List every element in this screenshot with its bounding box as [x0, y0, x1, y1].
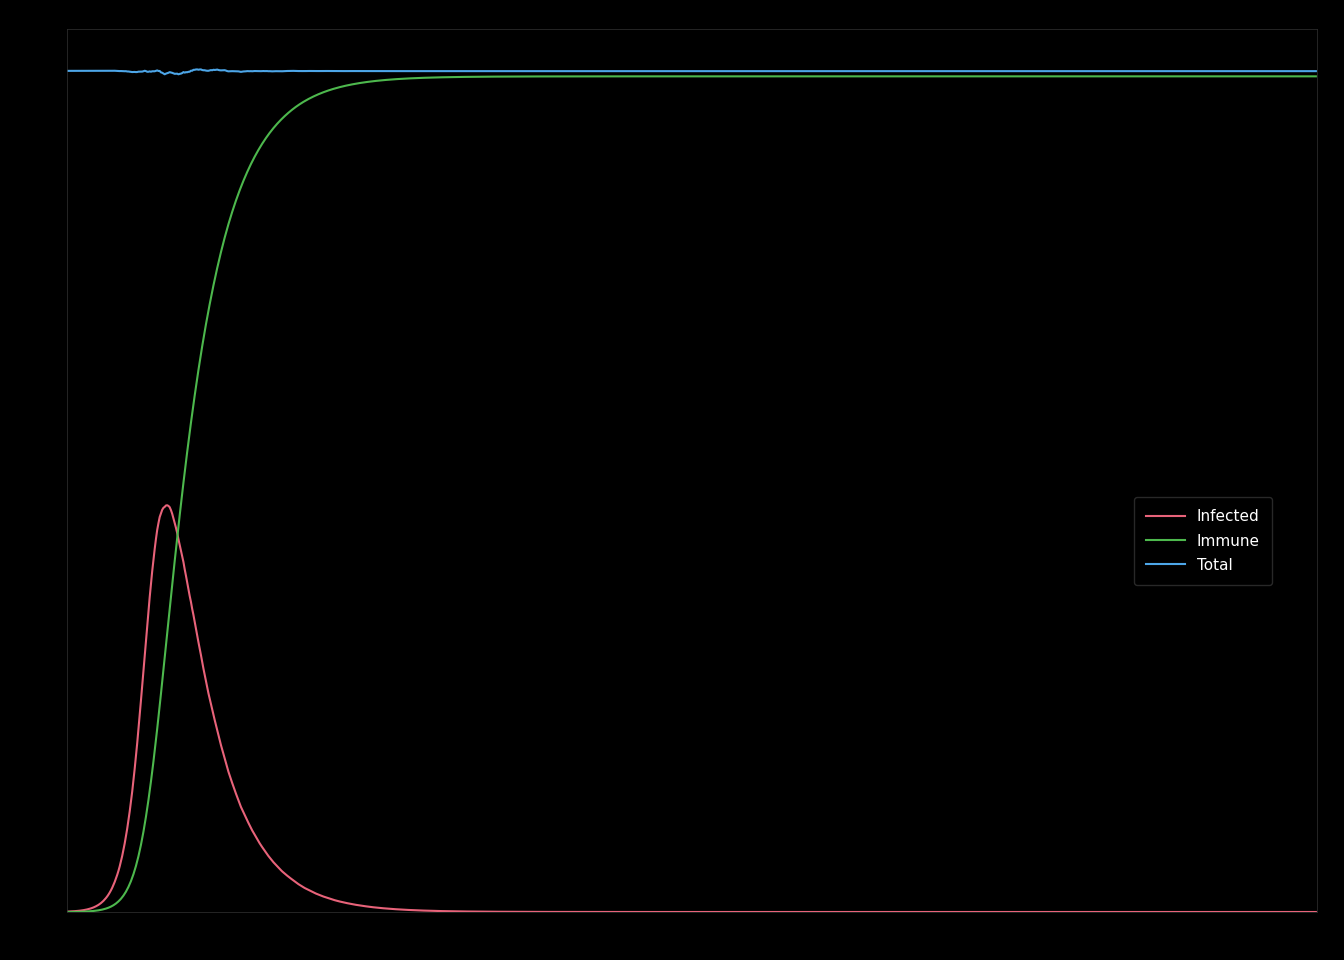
Infected: [566, 906, 582, 918]
Immune: [1308, 71, 1324, 83]
Infected: [610, 906, 626, 918]
Immune: [1055, 71, 1071, 83]
Total: [171, 68, 187, 80]
Total: [59, 65, 75, 77]
Total: [919, 65, 935, 77]
Immune: [564, 71, 581, 83]
Total: [188, 63, 204, 75]
Infected: [1308, 906, 1324, 918]
Total: [1035, 65, 1051, 77]
Infected: [1056, 906, 1073, 918]
Immune: [59, 906, 75, 918]
Infected: [1034, 906, 1050, 918]
Legend: Infected, Immune, Total: Infected, Immune, Total: [1134, 497, 1271, 585]
Infected: [59, 906, 75, 918]
Immune: [187, 390, 203, 401]
Total: [190, 63, 206, 75]
Line: Infected: Infected: [67, 505, 1316, 912]
Line: Immune: Immune: [67, 77, 1316, 912]
Total: [567, 65, 583, 77]
Infected: [918, 906, 934, 918]
Total: [612, 65, 628, 77]
Line: Total: Total: [67, 69, 1316, 74]
Immune: [609, 71, 625, 83]
Infected: [188, 623, 204, 635]
Infected: [159, 499, 175, 511]
Immune: [1032, 71, 1048, 83]
Total: [1058, 65, 1074, 77]
Immune: [917, 71, 933, 83]
Total: [1308, 65, 1324, 77]
